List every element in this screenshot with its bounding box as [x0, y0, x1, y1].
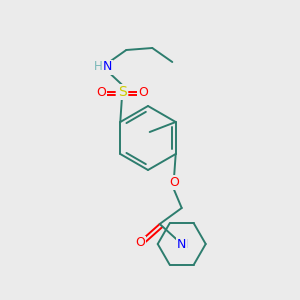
- Text: O: O: [169, 176, 179, 188]
- Text: O: O: [138, 85, 148, 98]
- Text: N: N: [179, 238, 188, 250]
- Text: N: N: [103, 61, 112, 74]
- Text: S: S: [118, 85, 127, 99]
- Text: O: O: [135, 236, 145, 250]
- Text: H: H: [94, 61, 103, 74]
- Text: O: O: [96, 85, 106, 98]
- Text: N: N: [177, 238, 186, 250]
